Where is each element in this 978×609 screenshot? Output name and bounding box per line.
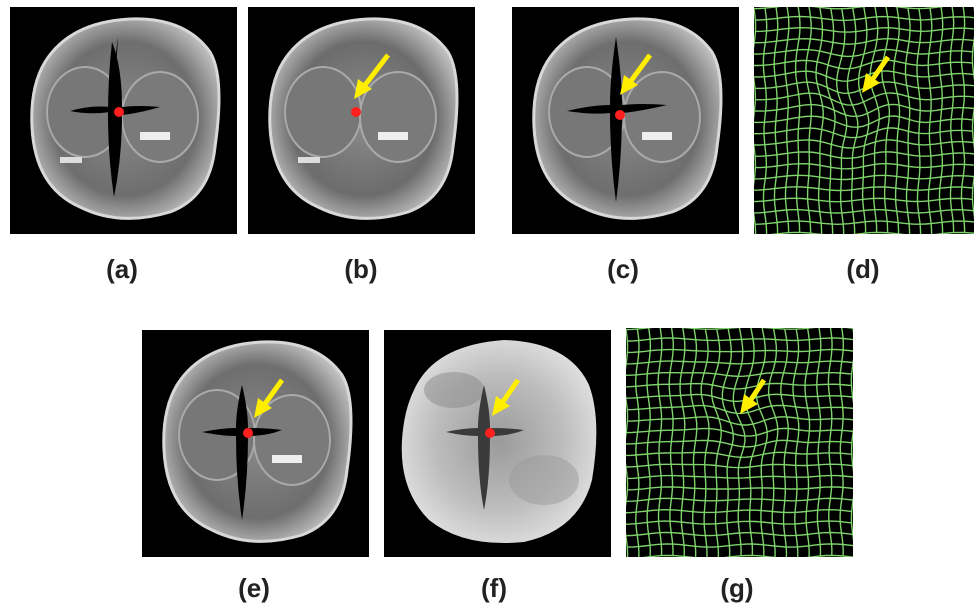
grid-line	[732, 328, 746, 556]
grid-line	[627, 543, 853, 548]
grid-line	[754, 127, 973, 139]
landmark-dot-f	[485, 428, 495, 438]
grid-line	[949, 7, 955, 233]
grid-line	[626, 531, 853, 537]
grid-line	[927, 7, 933, 234]
label-d: (d)	[846, 254, 880, 284]
grid-line	[869, 7, 880, 233]
grid-line	[892, 7, 901, 234]
grid-line	[816, 328, 822, 557]
grid-line	[754, 174, 974, 181]
label-c: (c)	[607, 254, 639, 284]
grid-line	[626, 508, 852, 514]
panel-b-mri-slice	[248, 7, 475, 234]
arrow-icon-c	[620, 53, 653, 95]
grid-line	[835, 8, 848, 234]
grid-line	[904, 7, 911, 234]
grid-line	[626, 382, 852, 390]
grid-line	[960, 7, 966, 233]
grid-line	[627, 474, 853, 480]
grid-line	[767, 328, 779, 557]
grid-line	[780, 328, 790, 557]
deformation-grid-d	[754, 7, 974, 234]
arrow-icon-e	[254, 378, 285, 418]
panel-d-deformation-grid	[754, 7, 974, 234]
arrow-icon-b	[354, 53, 390, 99]
grid-line	[755, 328, 768, 557]
cross-cut-e	[202, 385, 282, 520]
mri-image-e	[162, 340, 353, 543]
grid-line	[754, 208, 974, 214]
grid-line	[839, 328, 845, 557]
label-b: (b)	[344, 254, 378, 284]
label-f: (f)	[481, 573, 507, 603]
grid-line	[627, 486, 853, 491]
grid-line	[755, 220, 974, 226]
landmark-dot-e	[243, 428, 253, 438]
grid-line	[938, 7, 944, 234]
grid-line	[754, 197, 973, 203]
panel-c-mri-slice	[512, 7, 739, 234]
grid-line	[626, 463, 853, 469]
grid-line	[971, 7, 974, 219]
grid-line	[916, 8, 922, 234]
grid-line	[770, 231, 974, 234]
grid-line	[827, 328, 833, 556]
arrow-icon	[862, 55, 891, 93]
landmark-dot-a	[114, 107, 124, 117]
grid-line	[755, 151, 974, 160]
grid-line	[743, 328, 757, 556]
grid-line	[804, 328, 811, 557]
grid-line	[754, 139, 974, 149]
mri-image-a	[30, 17, 221, 220]
panel-g-deformation-grid	[626, 328, 853, 557]
grid-line	[754, 7, 974, 10]
difference-image-f	[401, 340, 597, 544]
grid-line	[754, 186, 973, 192]
panel-a-mri-slice	[10, 7, 237, 234]
grid-line	[755, 162, 974, 170]
grid-line	[626, 451, 852, 459]
cross-cut-c	[567, 37, 667, 202]
mri-image-b	[268, 17, 459, 220]
label-a: (a)	[106, 254, 138, 284]
arrow-icon-f	[492, 378, 521, 416]
deformation-grid-g	[626, 328, 853, 557]
grid-line	[626, 520, 852, 525]
arrow-icon	[740, 378, 767, 414]
label-e: (e)	[238, 573, 270, 603]
grid-line	[641, 554, 853, 557]
cross-cut-f	[446, 385, 524, 510]
grid-line	[881, 7, 891, 233]
grid-line	[792, 328, 800, 557]
landmark-dot-c	[615, 110, 625, 120]
grid-line	[626, 497, 853, 502]
panel-e-mri-slice	[142, 330, 369, 557]
mri-image-c	[532, 17, 723, 220]
panel-f-difference-image	[384, 330, 611, 557]
grid-line	[858, 7, 870, 234]
cross-cut-a	[108, 42, 160, 197]
grid-line	[700, 329, 710, 557]
grid-line	[850, 328, 853, 541]
landmark-dot-b	[351, 107, 361, 117]
label-g: (g)	[720, 573, 754, 603]
